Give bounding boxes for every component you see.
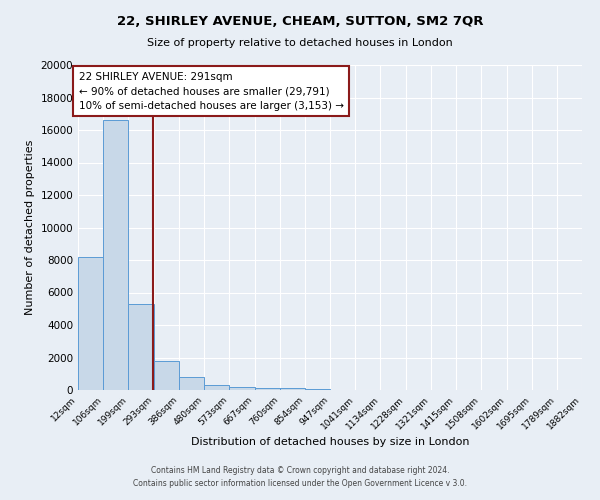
X-axis label: Distribution of detached houses by size in London: Distribution of detached houses by size … [191,436,469,446]
Bar [78,257,103,390]
Bar [103,120,128,390]
Text: 22 SHIRLEY AVENUE: 291sqm
← 90% of detached houses are smaller (29,791)
10% of s: 22 SHIRLEY AVENUE: 291sqm ← 90% of detac… [79,72,344,111]
Text: 22, SHIRLEY AVENUE, CHEAM, SUTTON, SM2 7QR: 22, SHIRLEY AVENUE, CHEAM, SUTTON, SM2 7… [117,15,483,28]
Bar [128,304,154,390]
Text: Size of property relative to detached houses in London: Size of property relative to detached ho… [147,38,453,48]
Bar [179,377,204,390]
Bar [280,388,305,390]
Bar [305,388,330,390]
Bar [204,386,229,390]
Bar [254,388,280,390]
Bar [154,361,179,390]
Y-axis label: Number of detached properties: Number of detached properties [25,140,35,315]
Text: Contains HM Land Registry data © Crown copyright and database right 2024.
Contai: Contains HM Land Registry data © Crown c… [133,466,467,487]
Bar [229,387,254,390]
